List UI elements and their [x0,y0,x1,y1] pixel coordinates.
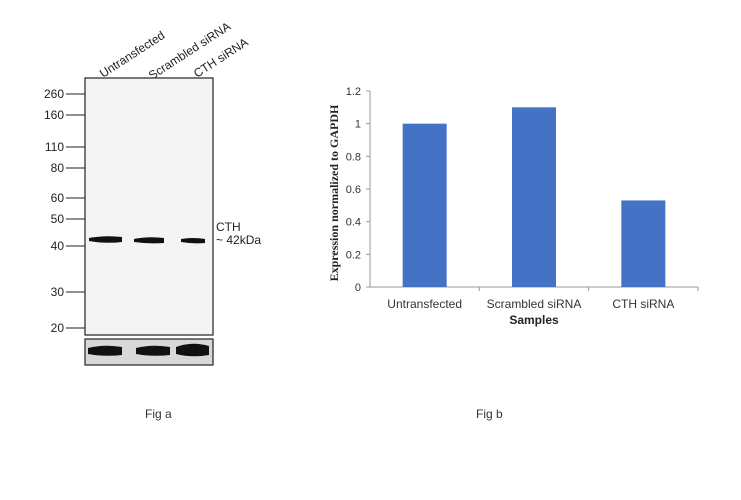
fig-b-caption: Fig b [476,407,503,421]
y-tick-label: 0 [355,282,361,294]
ladder-labels: 260 160 110 80 60 50 40 30 20 [44,87,64,335]
marker-110: 110 [45,140,64,154]
marker-40: 40 [51,239,65,253]
loading-control-bands [88,343,209,357]
marker-20: 20 [51,321,65,335]
y-tick-label: 0.4 [346,217,361,229]
y-axis-title: Expression normalized to GAPDH [327,104,341,281]
y-tick-label: 0.6 [346,184,361,196]
y-tick-label: 0.8 [346,151,361,163]
band-scrambled [134,237,164,244]
blot-membrane [84,77,214,336]
band-label: CTH [216,220,241,234]
x-tick-label: CTH siRNA [612,297,674,311]
marker-50: 50 [51,212,65,226]
control-band-untransfected [88,345,122,356]
marker-30: 30 [51,285,65,299]
fig-a-caption: Fig a [145,407,172,421]
marker-80: 80 [51,161,65,175]
bar [621,200,666,287]
bar [512,107,556,287]
control-band-cth-sirna [176,343,209,357]
band-size: ~ 42kDa [216,233,261,247]
band-untransfected [89,236,122,243]
y-tick-label: 0.2 [346,249,361,261]
y-tick-label: 1.2 [346,86,361,98]
marker-60: 60 [51,191,65,205]
marker-260: 260 [44,87,64,101]
x-tick-label: Scrambled siRNA [487,297,582,311]
x-tick-label: Untransfected [387,297,462,311]
marker-160: 160 [44,108,64,122]
x-axis-title: Samples [509,313,559,327]
cth-bands [89,236,205,244]
band-cth-sirna [181,238,205,244]
bar [402,123,447,288]
control-band-scrambled [136,345,170,356]
ladder-ticks [66,93,85,329]
y-tick-label: 1 [355,119,361,131]
